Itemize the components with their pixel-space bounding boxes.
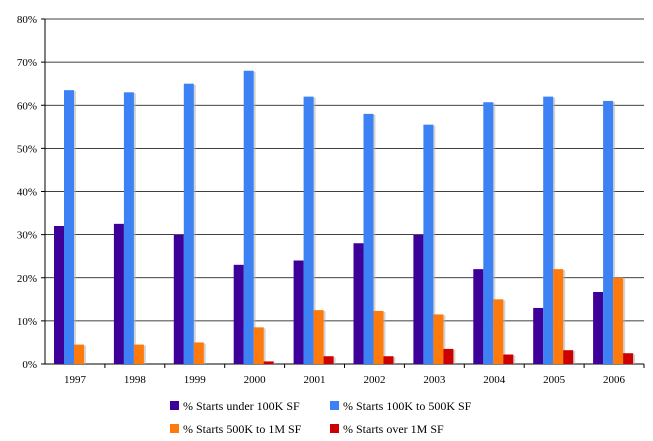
legend-label: % Starts over 1M SF	[343, 422, 444, 436]
bar-2-1997	[64, 90, 74, 364]
bar-2-2000	[243, 70, 254, 364]
bar-4-2005	[563, 350, 574, 364]
gridlines	[45, 18, 644, 365]
bar-1-2003	[413, 234, 424, 364]
y-tick-label: 10%	[17, 316, 37, 328]
bar-3-1997	[74, 344, 84, 364]
bar-4-2000	[263, 361, 274, 364]
bar-4-2006	[623, 353, 634, 364]
legend: % Starts under 100K SF % Starts 100K to 5…	[170, 399, 472, 436]
bar-1-1999	[173, 234, 184, 364]
y-tick-label: 60%	[17, 100, 37, 112]
bar-1-2004	[473, 269, 484, 364]
bar-3-1999	[193, 342, 204, 364]
x-tick-label: 2005	[543, 374, 566, 386]
bar-2-2003	[423, 124, 434, 364]
bar-4-2001	[323, 356, 334, 364]
x-tick-labels: 1997 1998 1999 2000 2001 2002 2003 2004 2005 2006	[64, 374, 626, 386]
bar-3-2001	[313, 310, 324, 364]
bar-3-2005	[553, 269, 564, 364]
bar-2-2001	[303, 96, 314, 364]
x-tick-label: 2004	[483, 374, 506, 386]
x-tick-label: 2006	[603, 374, 626, 386]
bar-2-2005	[543, 96, 554, 364]
bar-1-2006	[593, 291, 604, 364]
x-tick-label: 2002	[363, 374, 385, 386]
bar-4-2004	[503, 354, 514, 364]
legend-swatch	[330, 424, 339, 433]
bar-2-2002	[363, 113, 374, 364]
legend-label: % Starts under 100K SF	[183, 399, 300, 413]
bar-2-2006	[603, 100, 614, 364]
bar-1-2000	[233, 264, 244, 364]
x-tick-label: 1997	[64, 374, 87, 386]
bar-3-2006	[613, 277, 624, 364]
x-tick-label: 1998	[124, 374, 147, 386]
bar-3-1998	[133, 344, 144, 364]
legend-swatch	[330, 401, 339, 410]
legend-label: % Starts 100K to 500K SF	[343, 399, 472, 413]
bar-3-2004	[493, 299, 504, 364]
legend-label: % Starts 500K to 1M SF	[183, 422, 302, 436]
x-tick-label: 2001	[304, 374, 326, 386]
bar-1-1998	[113, 223, 124, 364]
y-tick-label: 40%	[17, 187, 37, 199]
bar-2-1998	[123, 92, 134, 364]
legend-swatch	[170, 424, 179, 433]
bar-3-2003	[433, 314, 444, 364]
y-tick-label: 0%	[22, 359, 37, 371]
bar-4-2003	[443, 348, 454, 364]
bar-3-2002	[373, 310, 384, 364]
y-tick-label: 20%	[17, 273, 37, 285]
legend-swatch	[170, 401, 179, 410]
bar-1-2002	[353, 243, 364, 364]
bars	[54, 70, 636, 364]
x-tick-label: 2003	[423, 374, 446, 386]
y-tick-label: 70%	[17, 57, 37, 69]
y-tick-label: 80%	[17, 14, 37, 26]
bar-1-1997	[54, 226, 64, 364]
bar-2-2004	[483, 102, 494, 364]
bar-1-2001	[293, 260, 304, 364]
y-tick-label: 50%	[17, 143, 37, 155]
bar-4-2002	[383, 356, 394, 364]
bar-1-2005	[533, 307, 544, 364]
y-tick-label: 30%	[17, 230, 37, 242]
bar-3-2000	[253, 327, 264, 364]
bar-2-1999	[183, 83, 194, 364]
y-tick-labels: 0% 10% 20% 30% 40% 50% 60% 70% 80%	[17, 14, 37, 371]
x-tick-label: 1999	[184, 374, 207, 386]
x-tick-label: 2000	[244, 374, 267, 386]
